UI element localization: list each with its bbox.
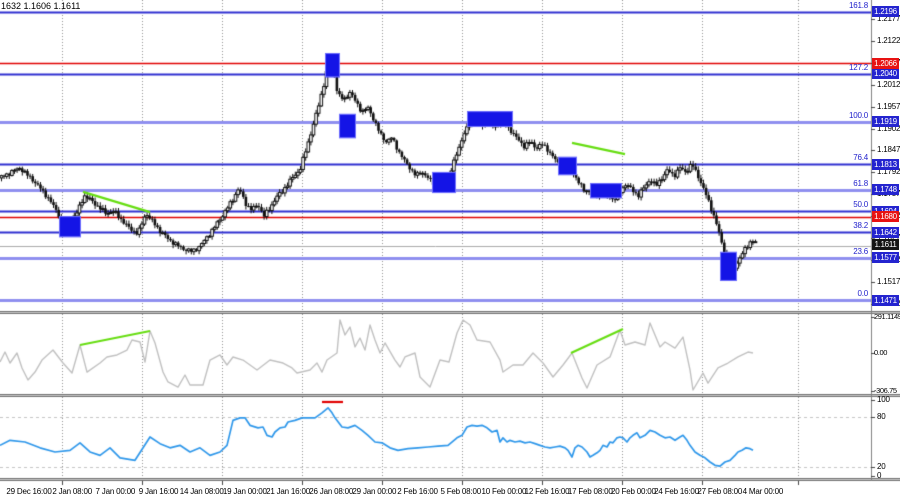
ohlc-info: 1632 1.1606 1.1611 — [1, 1, 81, 11]
time-axis[interactable] — [0, 481, 900, 500]
price-axis[interactable] — [871, 0, 900, 481]
